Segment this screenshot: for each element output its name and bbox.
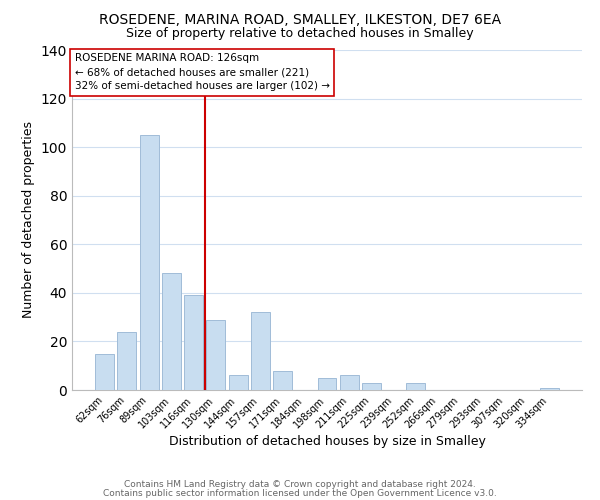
Bar — [118, 332, 136, 390]
Text: Size of property relative to detached houses in Smalley: Size of property relative to detached ho… — [126, 28, 474, 40]
Bar — [540, 388, 559, 390]
X-axis label: Distribution of detached houses by size in Smalley: Distribution of detached houses by size … — [169, 436, 485, 448]
Bar — [406, 382, 425, 390]
Bar — [95, 354, 114, 390]
Text: Contains HM Land Registry data © Crown copyright and database right 2024.: Contains HM Land Registry data © Crown c… — [124, 480, 476, 489]
Bar — [206, 320, 225, 390]
Bar — [184, 296, 203, 390]
Bar — [162, 274, 181, 390]
Text: Contains public sector information licensed under the Open Government Licence v3: Contains public sector information licen… — [103, 489, 497, 498]
Bar — [340, 376, 359, 390]
Bar — [140, 135, 158, 390]
Bar — [229, 376, 248, 390]
Bar — [317, 378, 337, 390]
Text: ROSEDENE, MARINA ROAD, SMALLEY, ILKESTON, DE7 6EA: ROSEDENE, MARINA ROAD, SMALLEY, ILKESTON… — [99, 12, 501, 26]
Bar — [251, 312, 270, 390]
Bar — [362, 382, 381, 390]
Bar — [273, 370, 292, 390]
Y-axis label: Number of detached properties: Number of detached properties — [22, 122, 35, 318]
Text: ROSEDENE MARINA ROAD: 126sqm
← 68% of detached houses are smaller (221)
32% of s: ROSEDENE MARINA ROAD: 126sqm ← 68% of de… — [74, 54, 329, 92]
